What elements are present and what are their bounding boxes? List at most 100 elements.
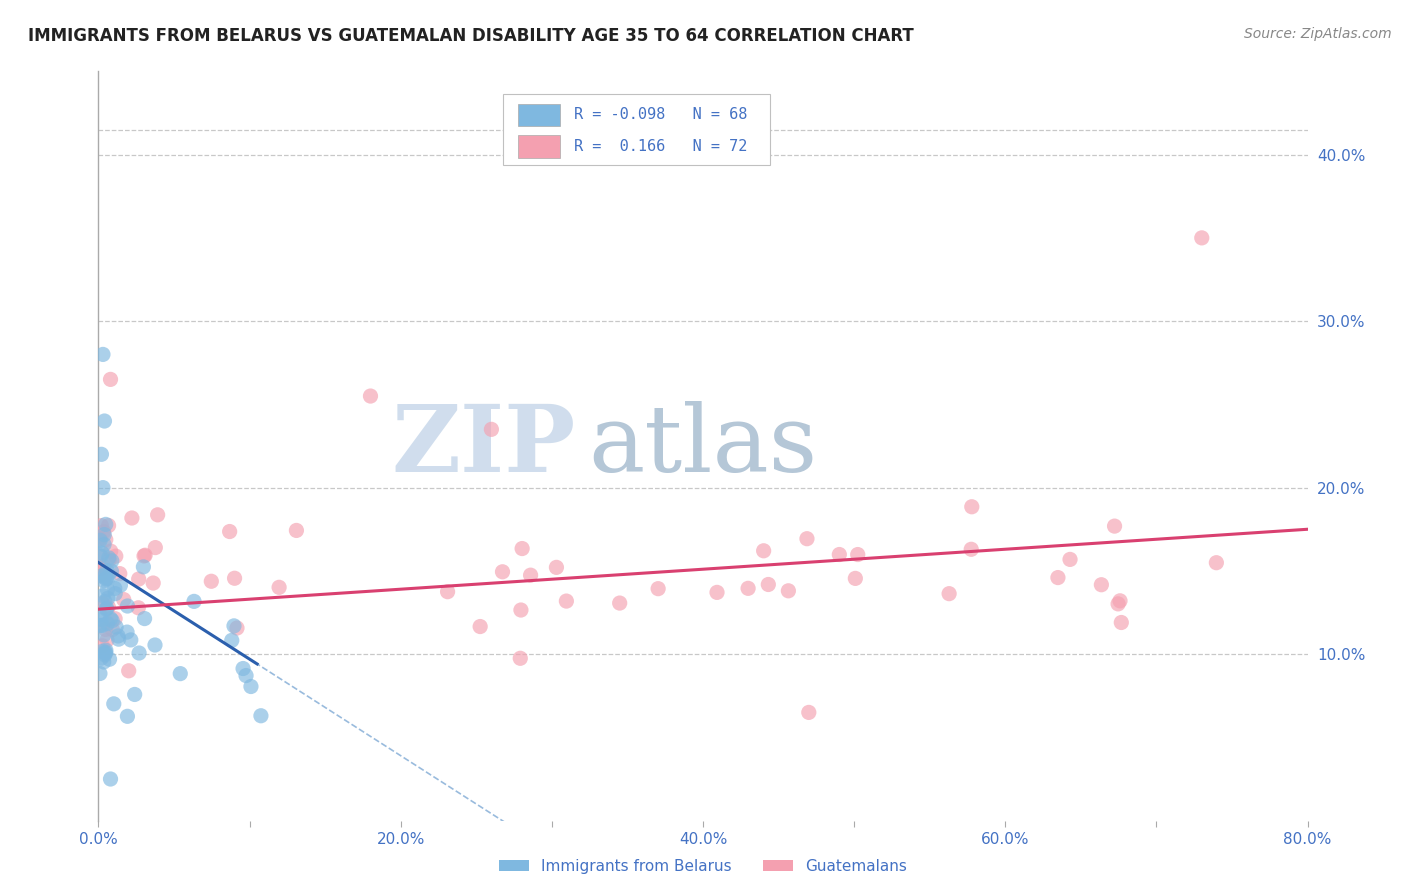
Point	[239, 680, 262, 694]
Point	[97, 571, 120, 585]
Point	[132, 559, 155, 574]
Point	[124, 688, 146, 702]
Point	[647, 582, 669, 596]
Point	[96, 571, 118, 585]
Point	[103, 697, 125, 711]
Point	[93, 628, 115, 642]
Point	[960, 542, 983, 557]
Point	[90, 613, 112, 627]
Point	[89, 532, 111, 546]
Text: IMMIGRANTS FROM BELARUS VS GUATEMALAN DISABILITY AGE 35 TO 64 CORRELATION CHART: IMMIGRANTS FROM BELARUS VS GUATEMALAN DI…	[28, 27, 914, 45]
Point	[101, 554, 124, 568]
Text: atlas: atlas	[588, 401, 817, 491]
Point	[108, 566, 131, 581]
Point	[128, 646, 150, 660]
Point	[1111, 615, 1133, 630]
Point	[91, 639, 114, 653]
Point	[96, 616, 118, 631]
Point	[100, 564, 122, 578]
Point	[1191, 231, 1213, 245]
Point	[93, 537, 115, 551]
Point	[89, 549, 111, 563]
Bar	[517, 103, 561, 126]
Point	[938, 587, 960, 601]
Point	[94, 594, 117, 608]
Point	[91, 481, 114, 495]
Point	[1059, 552, 1081, 566]
Point	[134, 548, 156, 562]
Point	[91, 347, 114, 361]
Point	[226, 621, 249, 635]
Point	[94, 646, 117, 660]
Point	[94, 533, 117, 547]
Point	[90, 447, 112, 461]
Point	[143, 638, 166, 652]
Point	[93, 414, 115, 428]
Point	[97, 518, 120, 533]
Point	[1107, 597, 1129, 611]
Point	[94, 568, 117, 582]
Point	[224, 571, 246, 585]
Point	[96, 564, 118, 578]
Point	[101, 614, 124, 628]
Text: R = -0.098   N = 68: R = -0.098 N = 68	[574, 107, 747, 122]
Point	[1109, 594, 1132, 608]
Point	[546, 560, 568, 574]
Point	[132, 549, 155, 563]
Point	[91, 559, 114, 574]
Point	[778, 583, 800, 598]
Point	[1046, 571, 1069, 585]
Point	[470, 619, 492, 633]
Point	[1104, 519, 1126, 533]
Point	[250, 708, 273, 723]
Point	[510, 603, 533, 617]
Point	[1205, 556, 1227, 570]
Point	[100, 772, 122, 786]
Point	[91, 597, 114, 611]
Point	[101, 623, 124, 637]
Point	[89, 618, 111, 632]
Point	[96, 602, 118, 616]
Point	[481, 422, 503, 436]
Point	[100, 612, 122, 626]
Point	[91, 589, 114, 603]
Point	[519, 568, 541, 582]
Point	[104, 549, 127, 563]
Point	[146, 508, 169, 522]
Point	[98, 652, 121, 666]
Point	[269, 580, 291, 594]
Point	[90, 651, 112, 665]
Point	[960, 500, 983, 514]
Point	[91, 618, 114, 632]
Point	[232, 661, 254, 675]
Point	[127, 600, 149, 615]
Point	[90, 561, 112, 575]
Point	[93, 527, 115, 541]
Point	[128, 572, 150, 586]
Point	[110, 578, 132, 592]
Point	[89, 533, 111, 548]
Point	[100, 372, 122, 386]
Point	[200, 574, 222, 589]
Point	[94, 645, 117, 659]
Point	[96, 633, 118, 648]
Point	[218, 524, 240, 539]
Point	[89, 666, 111, 681]
Point	[121, 511, 143, 525]
Point	[509, 651, 531, 665]
Point	[796, 532, 818, 546]
Point	[91, 644, 114, 658]
Point	[510, 541, 533, 556]
Point	[706, 585, 728, 599]
Point	[94, 623, 117, 637]
Point	[120, 632, 142, 647]
Point	[117, 709, 139, 723]
Point	[609, 596, 631, 610]
Point	[222, 619, 245, 633]
Point	[221, 633, 243, 648]
Point	[142, 576, 165, 591]
Point	[100, 544, 122, 558]
Point	[93, 524, 115, 539]
Text: ZIP: ZIP	[392, 401, 576, 491]
Point	[117, 599, 139, 613]
